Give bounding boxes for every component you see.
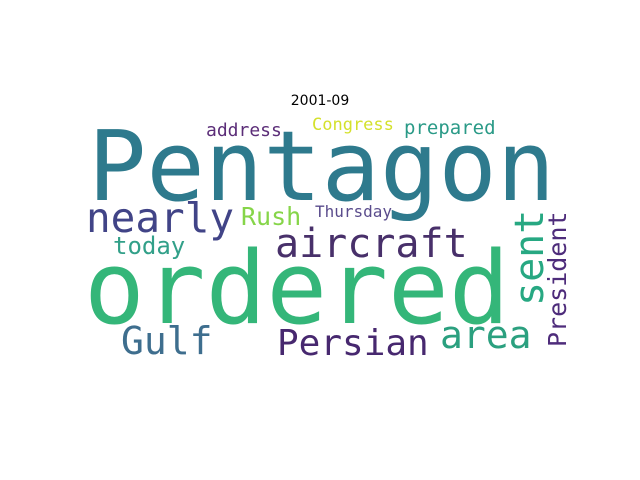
chart-title: 2001-09	[290, 93, 350, 109]
word-pentagon: Pentagon	[88, 110, 556, 223]
word-rush: Rush	[241, 202, 302, 231]
word-persian: Persian	[277, 323, 429, 364]
word-today: today	[113, 232, 186, 260]
word-congress: Congress	[312, 115, 394, 135]
word-nearly: nearly	[86, 194, 235, 242]
word-president: President	[543, 211, 572, 347]
word-address: address	[206, 120, 282, 141]
word-aircraft: aircraft	[275, 221, 468, 267]
word-thursday: Thursday	[315, 202, 393, 221]
word-area: area	[440, 313, 532, 357]
word-ordered: ordered	[84, 229, 510, 347]
word-prepared: prepared	[404, 117, 496, 139]
word-gulf: Gulf	[121, 319, 213, 363]
